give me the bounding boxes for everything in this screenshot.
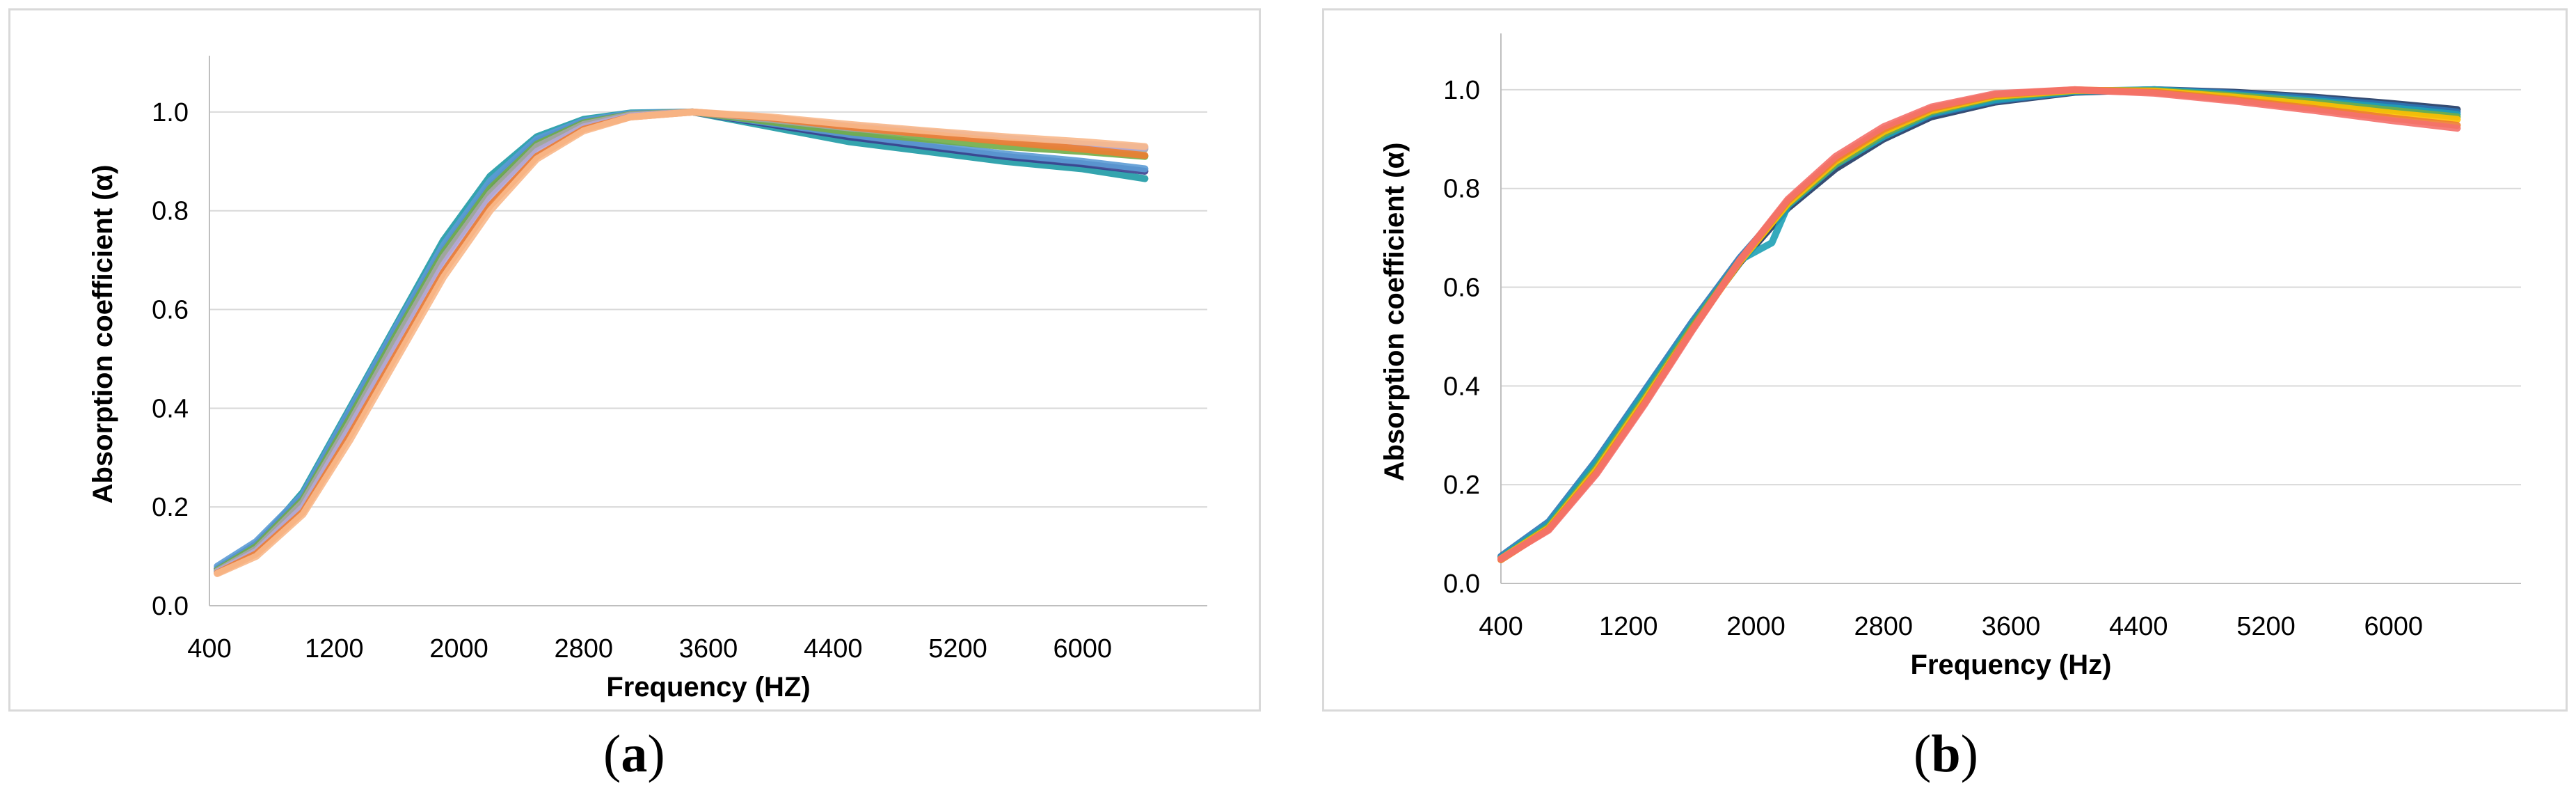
chart-1-y-tick-label-4: 0.8 <box>1443 175 1480 204</box>
chart-0-series-line-1 <box>214 108 1149 572</box>
chart-1-series-line-3 <box>1497 87 2461 563</box>
chart-1-series-line-0 <box>1497 86 2461 563</box>
chart-0-x-tick-label-4: 3600 <box>679 634 738 664</box>
chart-0-x-tick-label-7: 6000 <box>1053 634 1112 664</box>
chart-0-series-line-3 <box>214 108 1149 574</box>
chart-a-svg: 0.0 0.2 0.4 0.6 0.8 1.0 400 1200 2000 2800 3600 440… <box>88 56 1207 702</box>
chart-1-y-tick-label-2: 0.4 <box>1443 372 1480 401</box>
chart-1-y-tick-label-3: 0.6 <box>1443 274 1480 303</box>
chart-0-series-line-0 <box>214 108 1149 575</box>
chart-panel-a: 0.0 0.2 0.4 0.6 0.8 1.0 400 1200 2000 2800 3600 440… <box>8 8 1261 712</box>
caption-a-label: a <box>621 725 648 783</box>
caption-b: (b) <box>1914 725 1978 783</box>
chart-1-x-tick-label-5: 4400 <box>2109 612 2168 641</box>
chart-1-series-line-2 <box>1497 86 2461 562</box>
chart-1-x-tick-label-6: 5200 <box>2236 612 2296 641</box>
chart-1-x-tick-label-0: 400 <box>1479 612 1522 641</box>
chart-0-y-tick-label-3: 0.6 <box>152 296 189 325</box>
chart-0-x-tick-label-6: 5200 <box>928 634 987 664</box>
chart-0-x-tick-label-0: 400 <box>187 634 231 664</box>
chart-1-x-tick-label-2: 2000 <box>1726 612 1786 641</box>
chart-0-y-tick-label-2: 0.4 <box>152 394 189 423</box>
chart-0-y-axis-title: Absorption coefficient (α) <box>88 165 118 504</box>
chart-1-series-line-6 <box>1497 86 2461 563</box>
chart-1-y-axis-title: Absorption coefficient (α) <box>1379 143 1410 482</box>
chart-0-y-tick-label-0: 0.0 <box>152 592 189 621</box>
chart-1-series-line-4 <box>1497 86 2461 563</box>
caption-a: (a) <box>603 725 665 783</box>
chart-1-x-tick-label-3: 2800 <box>1854 612 1913 641</box>
chart-1-y-tick-label-5: 1.0 <box>1443 76 1480 105</box>
chart-0-series-line-6 <box>214 108 1149 577</box>
chart-1-y-tick-label-0: 0.0 <box>1443 570 1480 599</box>
chart-0-y-tick-label-5: 1.0 <box>152 98 189 127</box>
chart-1-x-tick-label-4: 3600 <box>1982 612 2041 641</box>
chart-b-svg: 0.0 0.2 0.4 0.6 0.8 1.0 400 1200 2000 2800 3600 440… <box>1379 33 2521 680</box>
chart-0-y-tick-label-4: 0.8 <box>152 197 189 226</box>
chart-1-y-tick-label-1: 0.2 <box>1443 471 1480 500</box>
chart-0-series-line-2 <box>214 108 1149 570</box>
chart-0-x-tick-label-2: 2000 <box>429 634 488 664</box>
chart-0-x-tick-label-1: 1200 <box>305 634 364 664</box>
chart-1-series-line-5 <box>1497 86 2461 563</box>
chart-0-x-tick-label-5: 4400 <box>804 634 863 664</box>
chart-1-series-line-1 <box>1497 86 2461 560</box>
chart-0-series-line-7 <box>214 108 1149 577</box>
chart-0-x-tick-label-3: 2800 <box>554 634 613 664</box>
chart-panel-b: 0.0 0.2 0.4 0.6 0.8 1.0 400 1200 2000 2800 3600 440… <box>1322 8 2568 712</box>
chart-1-x-tick-label-1: 1200 <box>1599 612 1658 641</box>
chart-0-y-tick-label-1: 0.2 <box>152 493 189 522</box>
chart-1-x-axis-title: Frequency (Hz) <box>1911 650 2112 680</box>
chart-0-series-line-4 <box>214 108 1149 575</box>
chart-0-series-line-5 <box>214 108 1149 576</box>
caption-b-label: b <box>1931 725 1961 783</box>
chart-0-x-axis-title: Frequency (HZ) <box>606 672 810 702</box>
chart-1-x-tick-label-7: 6000 <box>2364 612 2423 641</box>
